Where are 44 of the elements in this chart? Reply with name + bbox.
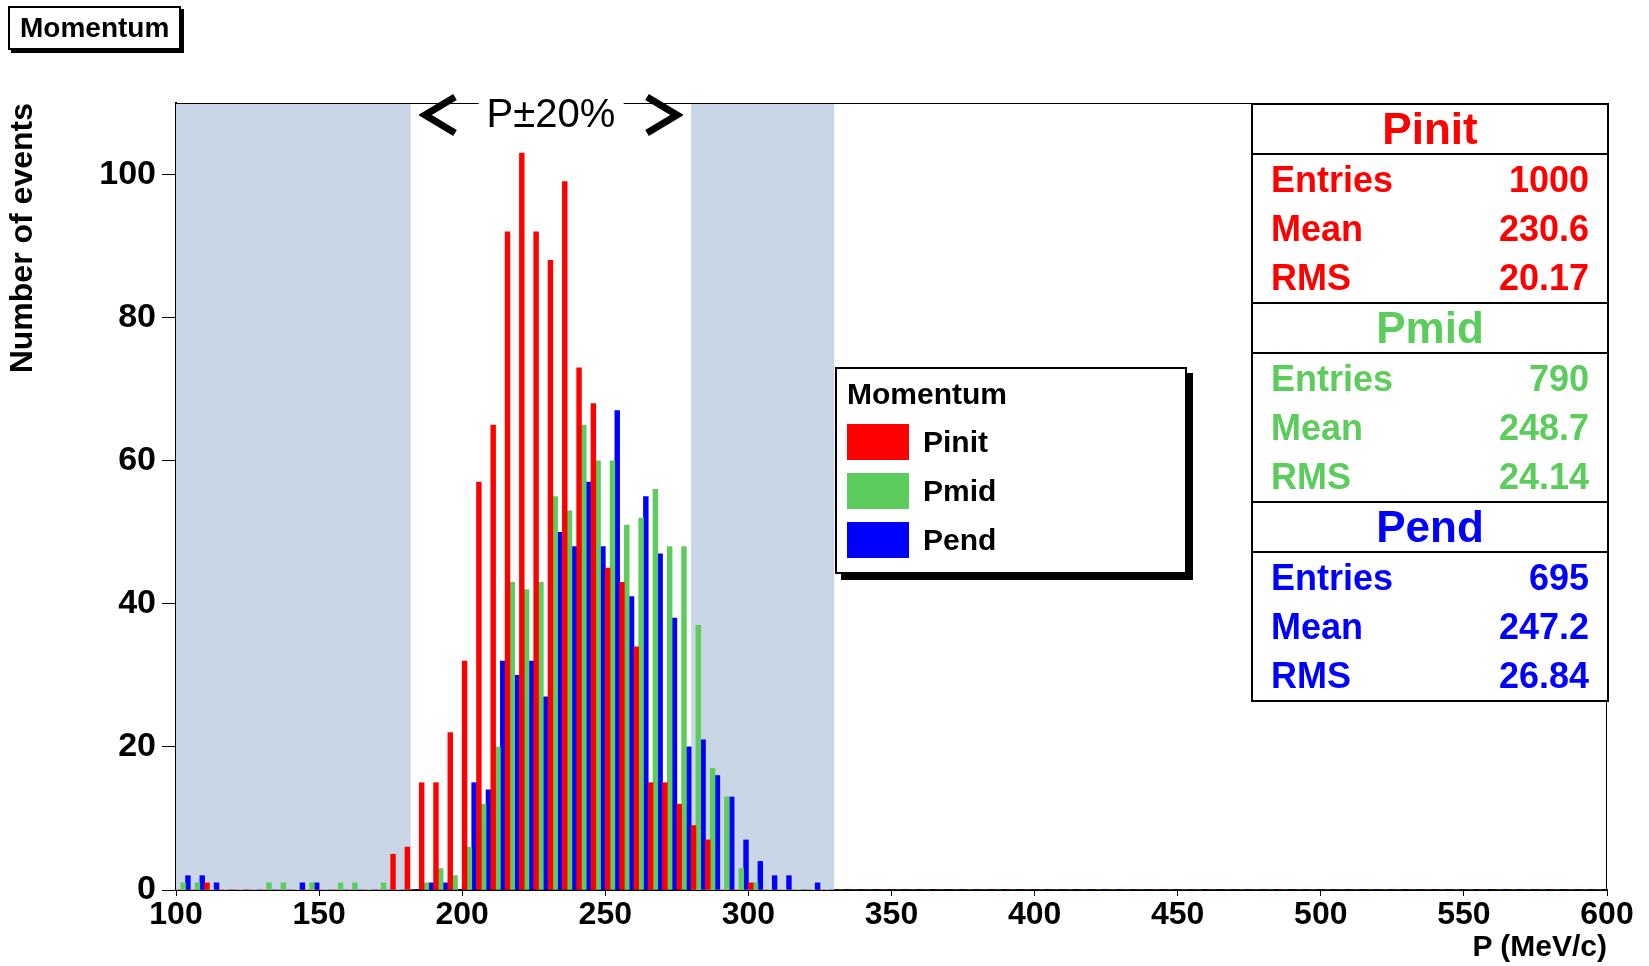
x-tick-label: 150 <box>292 895 346 932</box>
annotation: Entries <box>1271 357 1394 401</box>
y-tick-label: 100 <box>99 152 156 191</box>
legend-label: Pmid <box>923 473 997 508</box>
x-axis-title: P (MeV/c) <box>1472 929 1607 963</box>
y-axis-title: Number of events <box>3 103 40 374</box>
annotation: 695 <box>1528 556 1589 600</box>
x-tick-label: 550 <box>1437 895 1491 932</box>
annotation: 1000 <box>1508 158 1589 202</box>
legend-title: Momentum <box>847 377 1008 412</box>
text: Pmid <box>1376 303 1484 352</box>
annotation: 248.7 <box>1498 406 1589 450</box>
x-tick-label: 400 <box>1007 895 1062 932</box>
annotation: RMS <box>1271 256 1351 300</box>
y-tick-label: 20 <box>118 725 156 764</box>
annotation: 20.17 <box>1498 256 1589 300</box>
y-tick-label: 40 <box>118 582 156 621</box>
text: Pinit <box>1382 104 1478 153</box>
annotation: Mean <box>1271 406 1364 450</box>
annotation: Mean <box>1271 605 1364 649</box>
text: Pend <box>1376 502 1484 551</box>
y-tick-label: 60 <box>118 439 156 478</box>
annotation: Entries <box>1271 556 1394 600</box>
annotation: Entries <box>1271 158 1394 202</box>
annotation: RMS <box>1271 455 1351 499</box>
annotation: 24.14 <box>1498 455 1589 499</box>
annotation: Mean <box>1271 207 1364 251</box>
annotation: 247.2 <box>1498 605 1589 649</box>
legend-label: Pend <box>923 522 997 557</box>
annotation: 230.6 <box>1498 207 1589 251</box>
x-tick-label: 200 <box>435 895 489 932</box>
x-tick-label: 350 <box>864 895 919 932</box>
chart-title: Momentum <box>8 6 182 50</box>
y-tick-label: 80 <box>118 296 156 335</box>
annotation: P±20% <box>478 90 624 136</box>
legend-label: Pinit <box>923 424 988 459</box>
annotation: 26.84 <box>1498 654 1589 698</box>
x-tick-label: 500 <box>1294 895 1348 932</box>
x-tick-label: 600 <box>1580 895 1634 932</box>
annotation: RMS <box>1271 654 1351 698</box>
x-tick-label: 250 <box>578 895 632 932</box>
x-tick-label: 450 <box>1151 895 1205 932</box>
annotation: 790 <box>1528 357 1589 401</box>
x-tick-label: 300 <box>721 895 776 932</box>
